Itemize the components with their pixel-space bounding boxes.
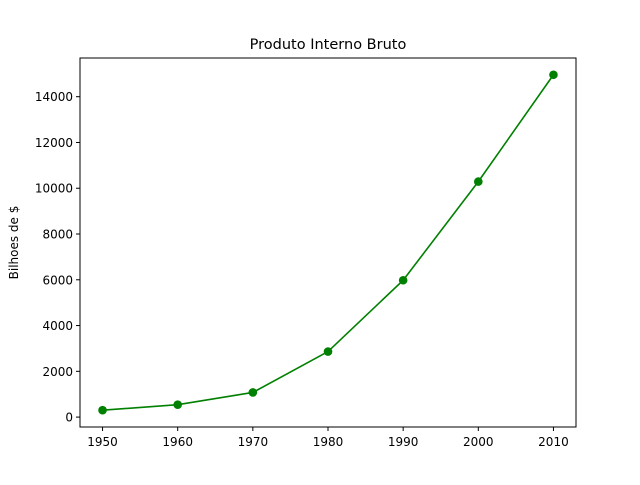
y-tick-label: 2000 <box>42 365 73 379</box>
y-tick-label: 10000 <box>35 182 73 196</box>
plot-frame <box>79 57 577 428</box>
y-tick-label: 14000 <box>35 90 73 104</box>
x-tick-label: 1960 <box>162 435 193 449</box>
y-tick-label: 8000 <box>42 228 73 242</box>
data-point <box>173 400 182 409</box>
data-point <box>474 177 483 186</box>
x-tick-label: 2000 <box>463 435 494 449</box>
y-axis-ticks: 0 2000 4000 6000 8000 10000 12000 14000 <box>35 90 80 425</box>
x-tick-label: 1950 <box>87 435 118 449</box>
y-axis-label: Bilhoes de $ <box>7 206 21 280</box>
x-tick-label: 1980 <box>313 435 344 449</box>
x-tick-label: 1970 <box>238 435 269 449</box>
data-point <box>549 70 558 80</box>
y-tick-label: 12000 <box>35 136 73 150</box>
plot-area <box>80 58 576 427</box>
y-tick-label: 4000 <box>42 319 73 333</box>
data-point <box>98 405 107 415</box>
data-point <box>398 275 408 285</box>
y-tick-label: 6000 <box>42 273 73 287</box>
x-axis-ticks: 1950 1960 1970 1980 1990 2000 2010 <box>87 427 569 449</box>
x-tick-label: 2010 <box>538 435 569 449</box>
x-tick-label: 1990 <box>388 435 419 449</box>
data-point <box>248 388 258 397</box>
y-tick-label: 0 <box>65 411 73 425</box>
chart-title: Produto Interno Bruto <box>250 37 407 53</box>
series-layer <box>98 70 558 415</box>
data-point <box>323 347 333 356</box>
